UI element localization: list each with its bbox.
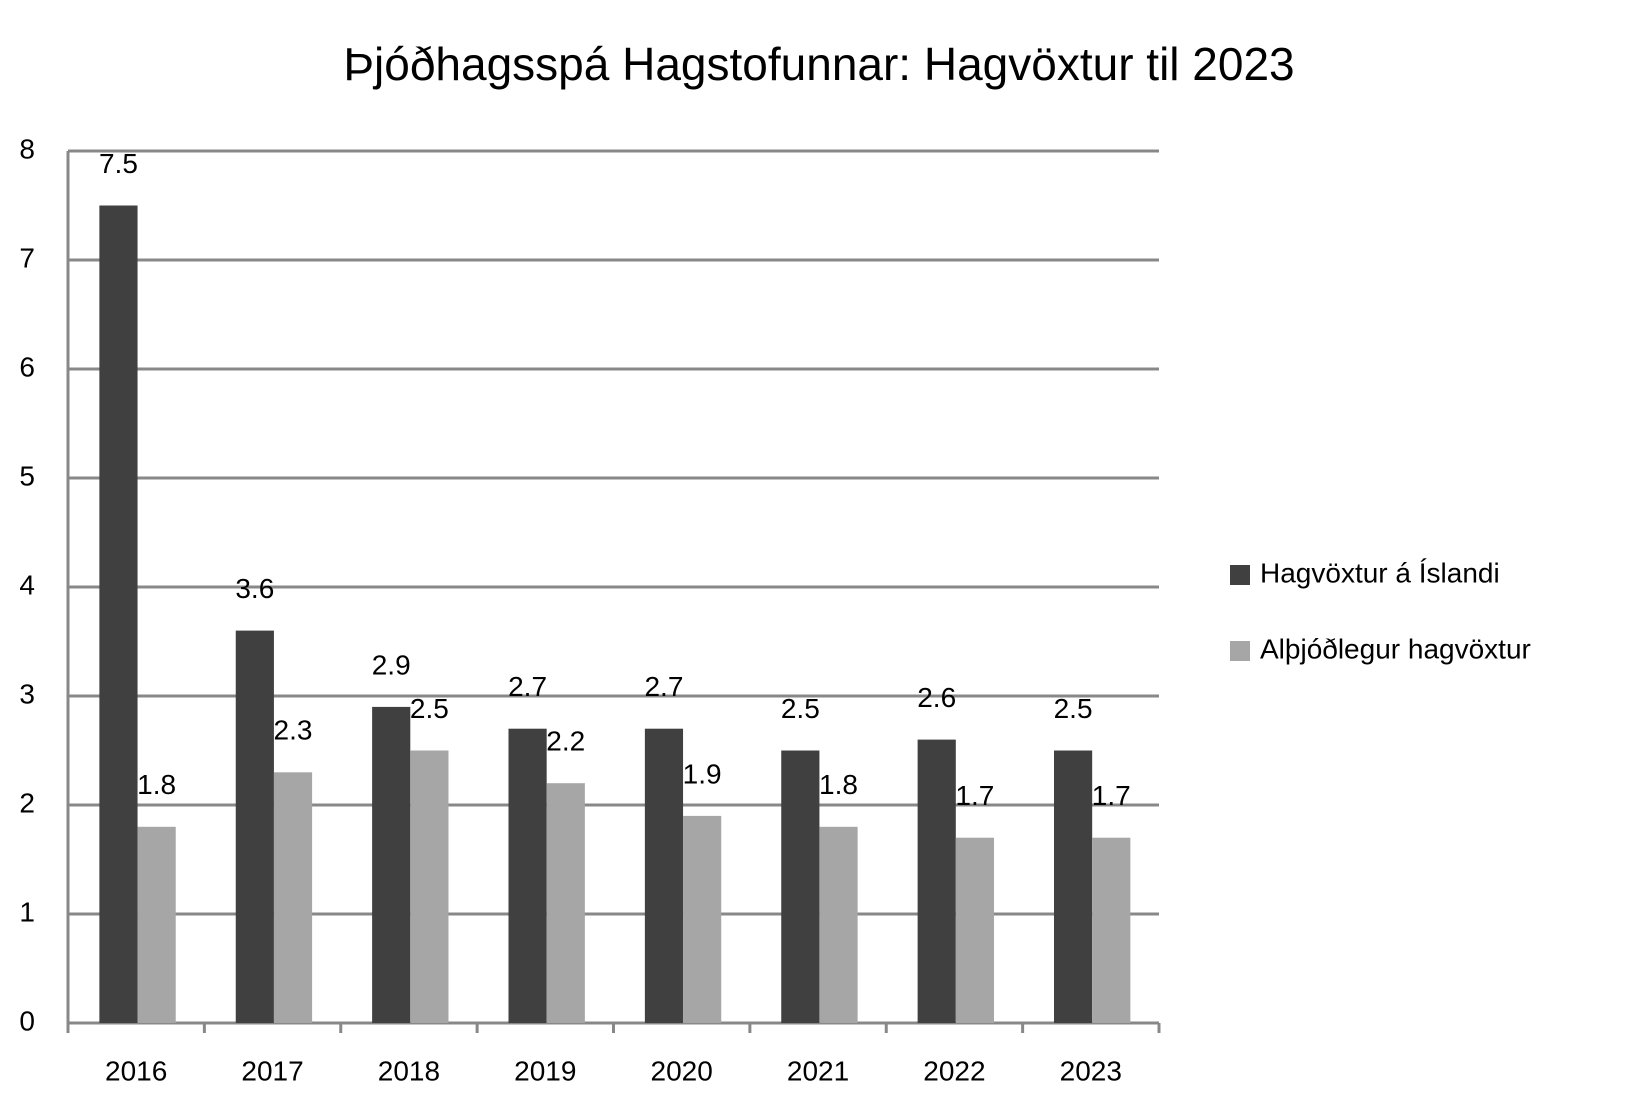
bar	[546, 783, 585, 1023]
x-tick-label: 2021	[787, 1055, 849, 1086]
chart-title: Þjóðhagsspá Hagstofunnar: Hagvöxtur til …	[343, 38, 1294, 90]
y-tick-label: 2	[19, 787, 35, 818]
y-tick-label: 4	[19, 569, 35, 600]
value-label: 2.7	[644, 671, 683, 702]
value-label: 2.5	[781, 693, 820, 724]
bar	[781, 750, 820, 1023]
bar	[1092, 837, 1131, 1023]
bar	[917, 739, 956, 1023]
bar	[644, 728, 684, 1023]
x-tick-label: 2018	[378, 1055, 440, 1086]
value-label: 1.7	[955, 780, 994, 811]
bar	[955, 837, 994, 1023]
legend-swatch	[1230, 641, 1250, 661]
value-label: 3.6	[235, 573, 274, 604]
y-tick-label: 3	[19, 678, 35, 709]
x-tick-label: 2017	[241, 1055, 303, 1086]
y-tick-label: 0	[19, 1005, 35, 1036]
bar	[508, 728, 547, 1023]
x-tick-label: 2020	[651, 1055, 713, 1086]
value-label: 2.7	[508, 671, 547, 702]
bar	[99, 205, 138, 1023]
x-tick-label: 2023	[1060, 1055, 1122, 1086]
y-tick-label: 6	[19, 351, 35, 382]
bar	[819, 826, 858, 1023]
bar	[1053, 750, 1093, 1023]
value-label: 1.9	[683, 758, 722, 789]
value-label: 1.8	[819, 769, 858, 800]
value-label: 2.3	[274, 715, 313, 746]
y-tick-label: 8	[19, 133, 35, 164]
legend-label: Alþjóðlegur hagvöxtur	[1260, 633, 1531, 664]
bar	[683, 815, 722, 1023]
x-tick-label: 2016	[105, 1055, 167, 1086]
value-label: 2.9	[372, 649, 411, 680]
bar	[137, 826, 176, 1023]
y-tick-label: 1	[19, 896, 35, 927]
value-label: 1.7	[1092, 780, 1131, 811]
bar	[235, 630, 274, 1023]
bar	[372, 706, 411, 1023]
value-label: 1.8	[137, 769, 176, 800]
y-tick-label: 7	[19, 242, 35, 273]
x-tick-label: 2022	[923, 1055, 985, 1086]
value-label: 2.6	[917, 682, 956, 713]
value-label: 2.2	[546, 726, 585, 757]
legend-swatch	[1230, 565, 1250, 585]
x-tick-label: 2019	[514, 1055, 576, 1086]
value-label: 2.5	[1054, 693, 1093, 724]
y-tick-label: 5	[19, 460, 35, 491]
legend-label: Hagvöxtur á Íslandi	[1260, 557, 1500, 588]
bar	[273, 772, 313, 1023]
value-label: 2.5	[410, 693, 449, 724]
bar	[410, 750, 449, 1023]
value-label: 7.5	[99, 148, 138, 179]
